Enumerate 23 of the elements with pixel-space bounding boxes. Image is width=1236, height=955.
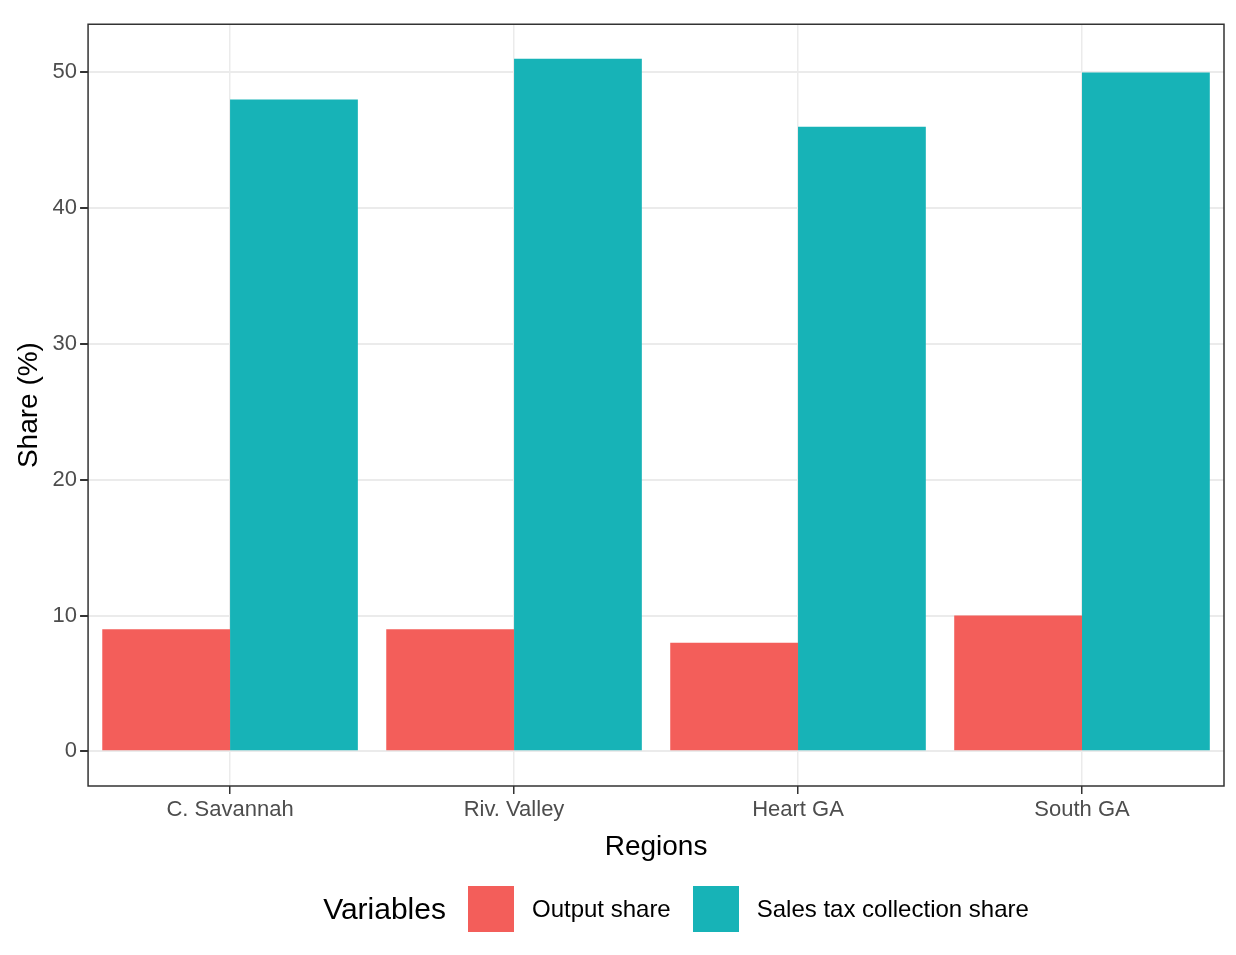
x-tick-label: South GA (1034, 796, 1131, 822)
bar (514, 58, 642, 751)
y-tick-label: 40 (52, 194, 78, 220)
x-axis-title: Regions (604, 829, 708, 861)
bar (1082, 72, 1210, 751)
legend-title: Variables (323, 892, 446, 926)
bar (102, 629, 231, 751)
bar (386, 629, 515, 751)
legend-label: Sales tax collection share (756, 895, 1029, 923)
x-tick-label: C. Savannah (166, 796, 294, 822)
legend-label: Output share (531, 895, 671, 923)
x-tick-label: Riv. Valley (463, 796, 565, 822)
bar (230, 99, 358, 751)
y-tick-label: 20 (52, 465, 78, 491)
y-tick-label: 0 (64, 737, 78, 763)
y-tick-label: 10 (52, 601, 78, 627)
x-tick-label: Heart GA (752, 796, 845, 822)
bar (798, 126, 926, 751)
bar (670, 642, 799, 751)
y-axis-title: Share (%) (11, 342, 43, 469)
y-tick-label: 50 (52, 58, 78, 84)
y-tick-label: 30 (52, 330, 78, 356)
bar (954, 615, 1083, 751)
